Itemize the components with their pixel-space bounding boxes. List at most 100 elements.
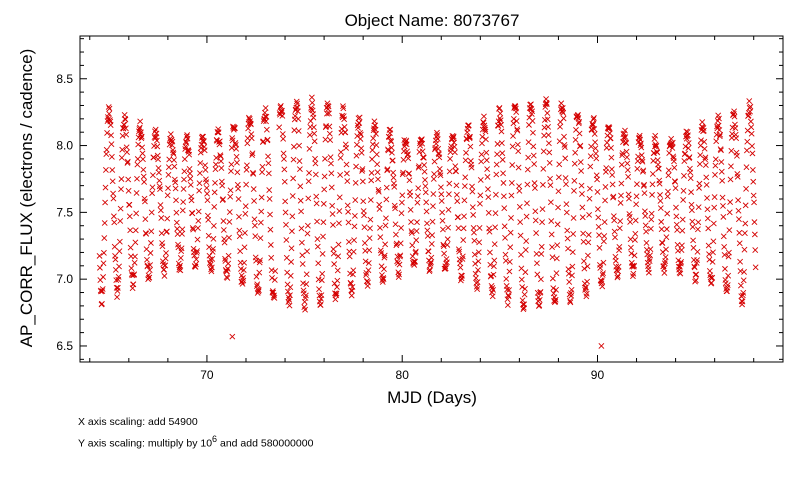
data-point [122,116,129,123]
data-point [295,116,302,122]
data-point [326,130,333,137]
data-point [694,226,701,233]
data-point [705,242,712,249]
data-point [407,206,414,213]
data-point [181,168,188,175]
data-point [485,209,492,216]
data-point [262,113,269,120]
data-point [733,152,740,159]
data-point [298,225,305,232]
data-point [104,114,111,120]
data-point [518,276,525,283]
data-point [251,216,258,223]
data-point [271,277,278,283]
data-point [731,108,738,115]
data-point [688,201,695,208]
data-point [296,142,303,149]
data-point [451,149,458,156]
data-point [370,127,377,134]
data-point [477,192,484,199]
data-point [581,258,587,265]
data-point [203,179,210,186]
data-point [242,229,248,236]
data-point [236,233,243,240]
data-point [709,274,716,281]
data-point [675,257,682,264]
data-point [157,186,163,192]
data-point [116,263,122,270]
data-point [599,272,606,278]
data-point [194,236,201,243]
data-point [310,124,317,131]
data-point [416,163,422,170]
data-point [558,100,565,107]
data-point [155,156,162,163]
data-point [579,214,586,221]
data-point [514,127,521,134]
y-tick-label: 7.0 [56,272,73,286]
data-point [249,169,256,176]
data-point [106,110,113,117]
data-point [429,218,436,225]
data-point [212,179,218,186]
data-point [356,114,363,121]
data-point [459,272,465,279]
data-point [313,193,320,200]
data-point [576,130,583,137]
data-point [549,275,556,282]
data-point [735,197,742,204]
data-point [150,154,157,161]
data-point [281,156,287,162]
data-point [345,219,352,226]
data-point [314,243,321,250]
data-point [658,218,665,225]
data-point [455,246,462,253]
data-point [388,138,395,145]
data-point [406,177,413,184]
data-point [530,143,537,150]
data-point [498,128,505,135]
data-point [509,143,516,150]
data-point [447,155,454,162]
data-point [462,174,469,181]
data-point [494,141,501,147]
data-point [333,290,340,297]
data-point [693,271,700,278]
data-point [357,131,364,138]
data-point [315,260,322,267]
data-point [263,118,269,125]
data-point [345,238,352,245]
data-point [665,167,672,174]
y-tick-label: 8.0 [56,139,73,153]
data-point [322,155,328,162]
data-point [583,290,590,297]
data-point [658,226,665,233]
data-point [609,181,616,188]
data-point [471,237,478,244]
data-point [206,244,212,251]
data-point [619,152,626,159]
data-point [491,241,498,248]
data-point [503,275,510,282]
data-point [419,148,426,155]
data-point [236,213,242,220]
data-point [162,255,169,262]
data-point [107,122,114,128]
data-point [590,114,597,121]
data-point [137,118,144,125]
data-point [689,224,696,230]
data-point [124,159,131,166]
data-point [317,302,324,308]
data-point [288,258,295,265]
data-point [157,207,164,214]
data-point [724,282,731,289]
data-point [751,199,757,206]
data-point [650,157,657,164]
data-point [182,143,189,150]
data-point [380,274,387,281]
data-point [328,160,334,167]
data-point [330,222,336,228]
data-point [585,239,592,246]
data-point [566,279,573,285]
data-point [98,300,105,307]
